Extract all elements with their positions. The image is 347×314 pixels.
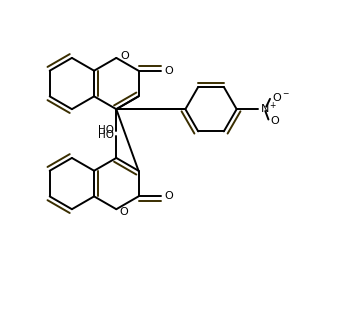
Text: O: O	[164, 192, 173, 201]
Text: O: O	[119, 207, 128, 217]
Text: HO: HO	[98, 130, 114, 140]
Text: N$^+$: N$^+$	[260, 101, 277, 116]
Text: O$^-$: O$^-$	[272, 91, 289, 103]
Text: O: O	[270, 116, 279, 126]
Text: O: O	[164, 66, 173, 76]
Text: O: O	[120, 51, 129, 61]
Text: HO: HO	[98, 125, 114, 135]
